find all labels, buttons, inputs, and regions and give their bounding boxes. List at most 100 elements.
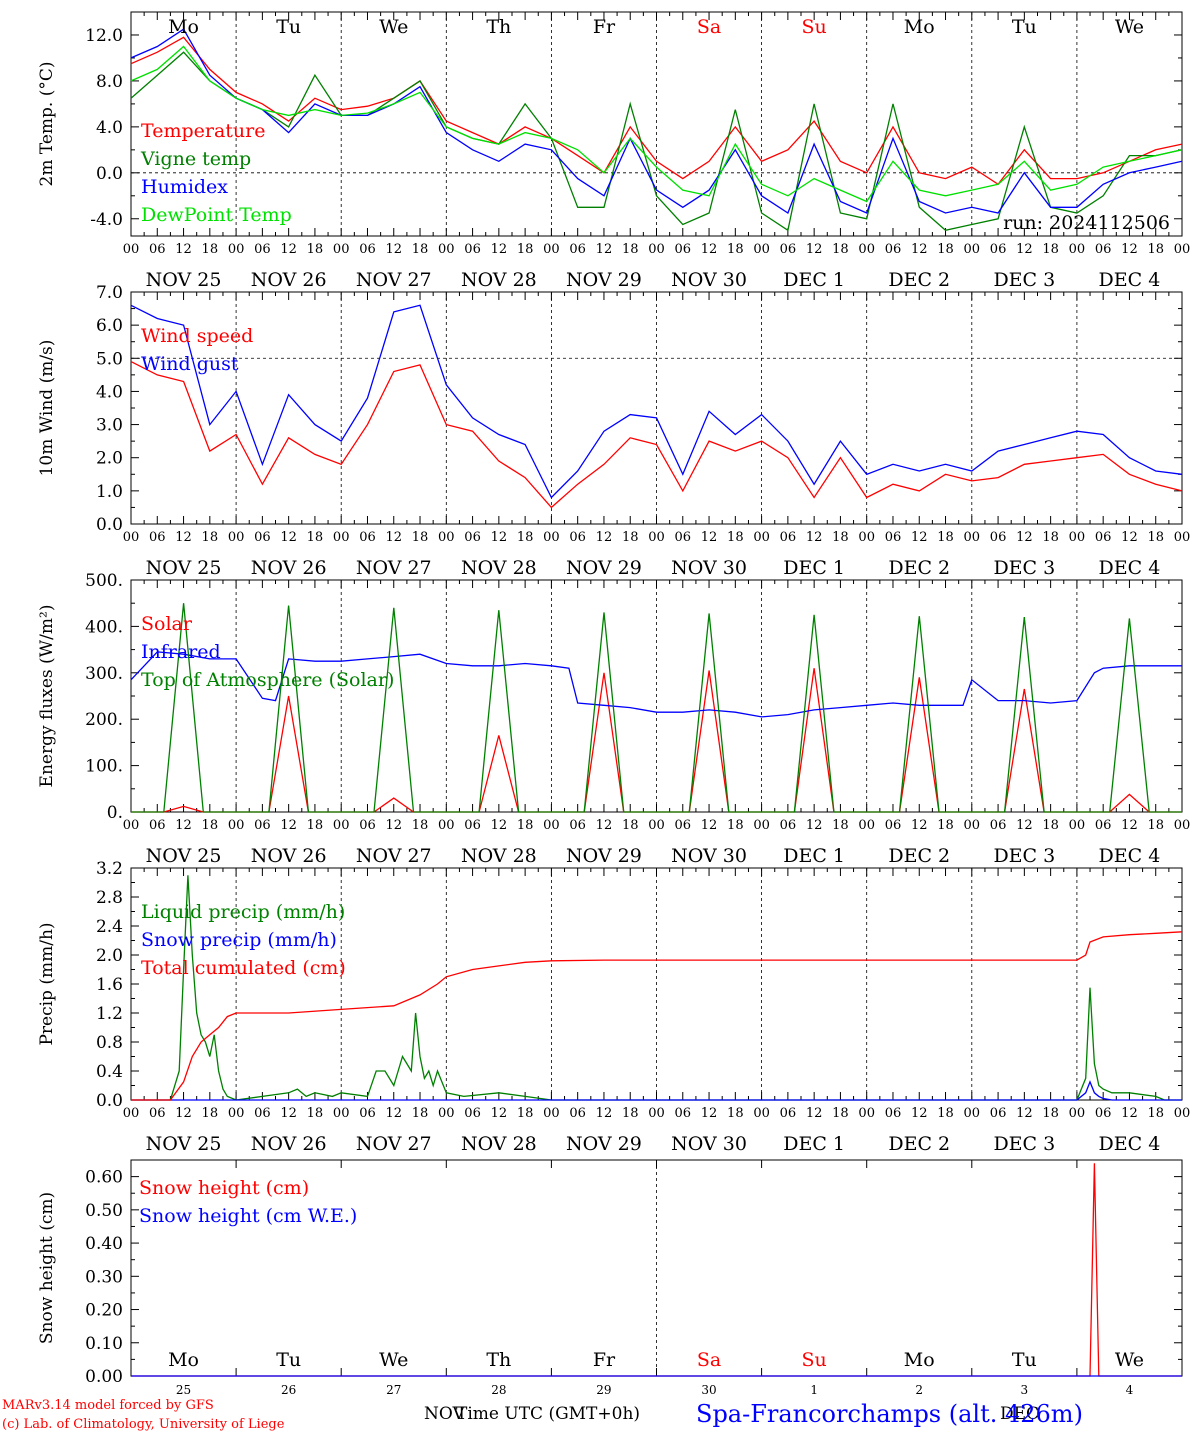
y-tick-label: 0.0 [96, 164, 123, 184]
hour-tick-label: 00 [1174, 818, 1191, 833]
hour-tick-label: 00 [753, 1106, 770, 1121]
day-name-label: Th [486, 1349, 511, 1371]
hour-tick-label: 12 [280, 818, 297, 833]
hour-tick-label: 06 [254, 530, 271, 545]
day-name-label: Mo [168, 16, 199, 38]
hour-tick-label: 18 [307, 242, 324, 257]
hour-tick-label: 00 [1069, 242, 1086, 257]
y-tick-label: 6.0 [96, 316, 123, 336]
hour-tick-label: 00 [1069, 818, 1086, 833]
date-label: NOV 29 [566, 557, 642, 579]
date-label: DEC 3 [993, 845, 1055, 867]
hour-tick-label: 12 [1121, 1106, 1138, 1121]
hour-tick-label: 00 [1174, 1106, 1191, 1121]
hour-tick-label: 18 [517, 242, 534, 257]
hour-tick-label: 18 [1147, 530, 1164, 545]
hour-tick-label: 12 [1121, 242, 1138, 257]
date-label: NOV 25 [146, 269, 222, 291]
day-name-label: Tu [276, 16, 301, 38]
y-tick-label: 0.10 [85, 1334, 123, 1354]
y-tick-label: 2.0 [96, 449, 123, 469]
hour-tick-label: 00 [858, 818, 875, 833]
footer-credits: MARv3.14 model forced by GFS (c) Lab. of… [2, 1396, 284, 1434]
hour-tick-label: 06 [569, 242, 586, 257]
hour-tick-label: 06 [359, 530, 376, 545]
date-label: NOV 30 [671, 1133, 747, 1155]
legend-entry: Wind speed [141, 325, 253, 347]
hour-tick-label: 18 [307, 530, 324, 545]
hour-tick-label: 18 [202, 242, 219, 257]
hour-tick-label: 12 [911, 242, 928, 257]
hour-tick-label: 00 [543, 818, 560, 833]
hour-tick-label: 00 [333, 530, 350, 545]
legend-entry: Total cumulated (cm) [141, 957, 346, 979]
date-label: DEC 1 [783, 557, 845, 579]
hour-tick-label: 12 [280, 530, 297, 545]
hour-tick-label: 18 [1147, 1106, 1164, 1121]
legend-entry: Liquid precip (mm/h) [141, 901, 345, 923]
y-tick-label: 0.0 [96, 1091, 123, 1111]
legend-entry: Top of Atmosphere (Solar) [141, 669, 394, 691]
day-name-label: Mo [168, 1349, 199, 1371]
hour-tick-label: 06 [990, 1106, 1007, 1121]
day-name-label: We [379, 1349, 408, 1371]
hour-tick-label: 00 [1069, 1106, 1086, 1121]
y-axis-title: Precip (mm/h) [37, 922, 57, 1045]
day-number-label: 29 [596, 1383, 611, 1397]
hour-tick-label: 18 [1042, 818, 1059, 833]
hour-tick-label: 06 [675, 1106, 692, 1121]
hour-tick-label: 06 [569, 530, 586, 545]
y-tick-label: 400. [85, 617, 123, 637]
series-line-liquid-precip-mm-h- [131, 875, 1182, 1101]
hour-tick-label: 06 [464, 530, 481, 545]
hour-tick-label: 12 [1016, 1106, 1033, 1121]
y-tick-label: 0.50 [85, 1201, 123, 1221]
legend-entry: Humidex [141, 176, 228, 198]
hour-tick-label: 00 [964, 530, 981, 545]
date-label: NOV 26 [251, 269, 327, 291]
hour-tick-label: 06 [464, 818, 481, 833]
hour-tick-label: 18 [1042, 1106, 1059, 1121]
date-label: DEC 4 [1099, 557, 1161, 579]
y-tick-label: 8.0 [96, 72, 123, 92]
hour-tick-label: 00 [438, 818, 455, 833]
hour-tick-label: 18 [937, 530, 954, 545]
hour-tick-label: 06 [885, 818, 902, 833]
hour-tick-label: 12 [175, 530, 192, 545]
hour-tick-label: 00 [123, 818, 140, 833]
hour-tick-label: 18 [937, 1106, 954, 1121]
y-tick-label: 2.8 [96, 888, 123, 908]
hour-tick-label: 06 [780, 530, 797, 545]
hour-tick-label: 18 [622, 818, 639, 833]
hour-tick-label: 12 [280, 1106, 297, 1121]
hour-tick-label: 18 [937, 818, 954, 833]
hour-tick-label: 00 [333, 242, 350, 257]
hour-tick-label: 12 [911, 530, 928, 545]
hour-tick-label: 12 [175, 818, 192, 833]
hour-tick-label: 06 [885, 1106, 902, 1121]
date-label: NOV 27 [356, 269, 432, 291]
hour-tick-label: 06 [990, 242, 1007, 257]
date-label: NOV 26 [251, 845, 327, 867]
y-tick-label: 2.4 [96, 917, 123, 937]
footer-station: Spa-Francorchamps (alt. 426m) [696, 1400, 1083, 1428]
hour-tick-label: 18 [1042, 530, 1059, 545]
hour-tick-label: 06 [464, 242, 481, 257]
hour-tick-label: 00 [543, 1106, 560, 1121]
series-line-snow-precip-mm-h- [131, 1080, 1182, 1101]
y-tick-label: 4.0 [96, 118, 123, 138]
y-tick-label: 100. [85, 757, 123, 777]
date-label: NOV 25 [146, 1133, 222, 1155]
chart-panel-1: -4.0 0.0 4.0 8.0 12.0 2m Temp. (°C) Temperatur… [37, 11, 1190, 291]
hour-tick-label: 00 [333, 818, 350, 833]
hour-tick-label: 00 [648, 242, 665, 257]
day-name-label: Tu [1012, 16, 1037, 38]
hour-tick-label: 06 [780, 818, 797, 833]
date-label: NOV 27 [356, 557, 432, 579]
hour-tick-label: 06 [780, 242, 797, 257]
hour-tick-label: 12 [701, 818, 718, 833]
hour-tick-label: 00 [228, 1106, 245, 1121]
chart-panel-3: 0. 100. 200. 300. 400. 500. Energy fluxes (W/m… [37, 571, 1190, 867]
hour-tick-label: 18 [517, 1106, 534, 1121]
y-tick-label: 1.0 [96, 482, 123, 502]
